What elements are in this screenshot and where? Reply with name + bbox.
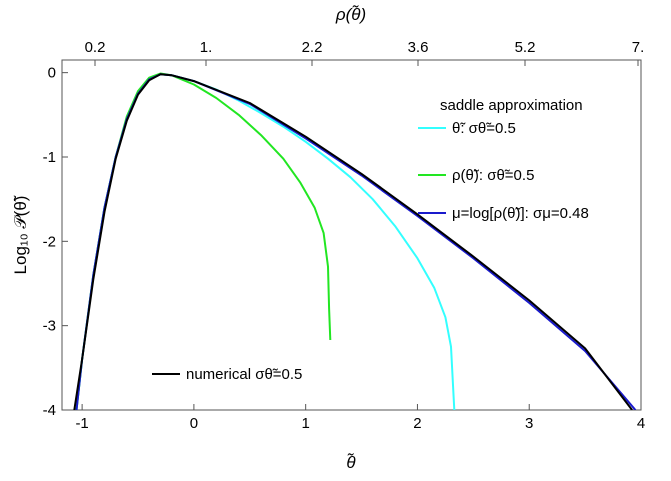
plot-frame <box>61 59 642 411</box>
x-axis-label: θ̃ <box>346 452 356 472</box>
legend: saddle approximation θ̃: σθ̃=0.5 ρ(θ̃): σ… <box>152 97 589 383</box>
y-axis-label: Log₁₀ 𝒫(θ̃) <box>11 195 30 274</box>
y-tick-label: -4 <box>43 402 56 419</box>
top-tick-label: 7. <box>632 39 645 56</box>
x-axis-ticks: -1 0 1 2 3 4 <box>75 404 645 432</box>
top-tick-label: 0.2 <box>85 39 106 56</box>
series-line <box>75 73 456 410</box>
top-tick-label: 3.6 <box>408 39 429 56</box>
x-tick-label: 3 <box>525 415 533 432</box>
x-tick-label: 1 <box>301 415 309 432</box>
y-tick-label: -2 <box>43 233 56 250</box>
top-axis-ticks: 0.2 1. 2.2 3.6 5.2 7. <box>85 39 645 66</box>
legend-label: ρ(θ̃): σθ̃=0.5 <box>452 167 534 184</box>
series-lines <box>73 72 637 410</box>
legend-label: numerical σθ̃=0.5 <box>186 366 302 383</box>
series-line <box>75 73 637 410</box>
x-tick-label: 4 <box>637 415 645 432</box>
legend-items: θ̃: σθ̃=0.5 ρ(θ̃): σθ̃=0.5 μ=log[ρ(θ̃)]: σ… <box>152 120 589 383</box>
legend-title: saddle approximation <box>440 97 583 114</box>
series-line <box>75 72 332 410</box>
x-tick-label: 2 <box>413 415 421 432</box>
top-tick-label: 5.2 <box>515 39 536 56</box>
top-tick-label: 1. <box>200 39 213 56</box>
top-axis-label: ρ(θ̃) <box>335 4 366 24</box>
x-tick-label: 0 <box>190 415 198 432</box>
y-tick-label: -3 <box>43 318 56 335</box>
legend-label: θ̃: σθ̃=0.5 <box>452 120 516 137</box>
legend-label: μ=log[ρ(θ̃)]: σμ=0.48 <box>452 205 589 222</box>
x-tick-label: -1 <box>75 415 88 432</box>
series-line <box>73 73 633 410</box>
y-tick-label: -1 <box>43 149 56 166</box>
top-tick-label: 2.2 <box>302 39 323 56</box>
y-tick-label: 0 <box>48 65 56 82</box>
y-axis-ticks: 0 -1 -2 -3 -4 <box>43 65 68 419</box>
